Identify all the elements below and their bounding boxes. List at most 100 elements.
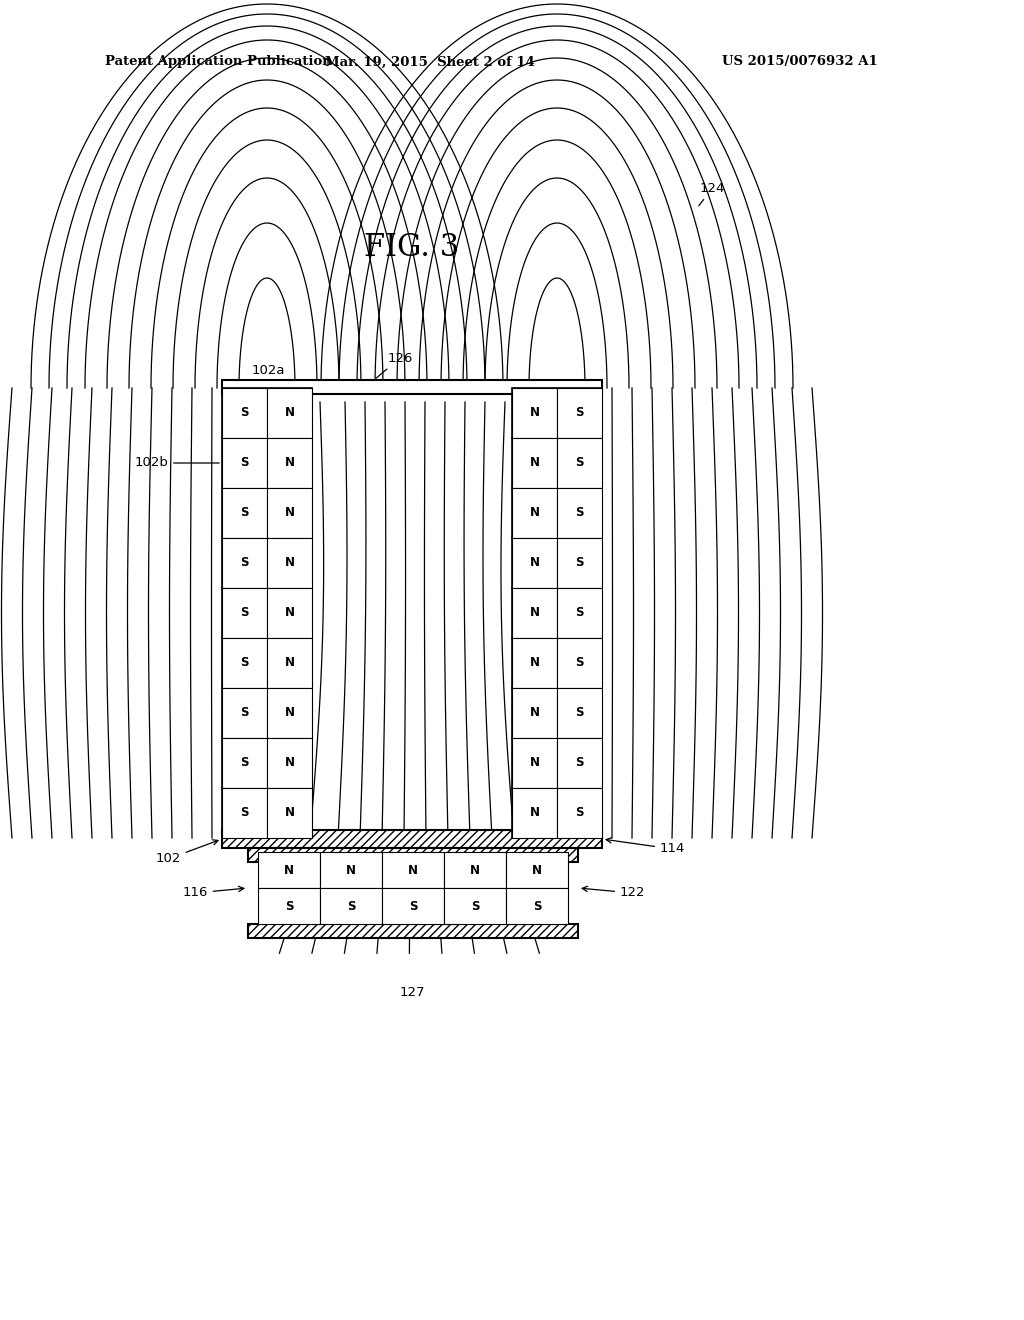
Bar — [557, 738, 602, 788]
Text: 126: 126 — [376, 351, 413, 379]
Bar — [512, 539, 557, 587]
Text: N: N — [529, 457, 540, 470]
Bar — [267, 539, 312, 587]
Text: N: N — [285, 706, 295, 719]
Text: S: S — [241, 557, 249, 569]
Bar — [267, 438, 312, 488]
Text: S: S — [409, 899, 417, 912]
Bar — [557, 788, 602, 838]
Bar — [512, 788, 557, 838]
Bar — [557, 587, 602, 638]
Text: Patent Application Publication: Patent Application Publication — [105, 55, 332, 69]
Bar — [258, 888, 319, 924]
Text: S: S — [241, 407, 249, 420]
Text: N: N — [529, 706, 540, 719]
Bar — [512, 438, 557, 488]
Bar — [222, 488, 267, 539]
Text: N: N — [285, 457, 295, 470]
Text: S: S — [241, 507, 249, 520]
Bar — [248, 924, 578, 939]
Bar — [557, 488, 602, 539]
Text: N: N — [470, 863, 480, 876]
Text: N: N — [529, 656, 540, 669]
Bar — [512, 438, 602, 488]
Bar — [512, 638, 602, 688]
Bar — [506, 851, 568, 888]
Bar — [267, 388, 312, 438]
Text: S: S — [575, 557, 584, 569]
Text: S: S — [575, 457, 584, 470]
Bar — [222, 438, 267, 488]
Text: S: S — [241, 457, 249, 470]
Bar — [319, 888, 382, 924]
Text: 102b: 102b — [134, 457, 219, 470]
Text: S: S — [575, 807, 584, 820]
Bar — [248, 847, 578, 862]
Text: S: S — [241, 656, 249, 669]
Bar — [222, 388, 267, 438]
Text: N: N — [532, 863, 542, 876]
Bar — [222, 388, 312, 438]
Bar — [222, 688, 312, 738]
Bar — [512, 788, 602, 838]
Text: 124: 124 — [698, 181, 725, 206]
Bar — [557, 438, 602, 488]
Bar — [557, 688, 602, 738]
Bar — [512, 638, 557, 688]
Text: S: S — [575, 507, 584, 520]
Text: S: S — [575, 706, 584, 719]
Bar — [267, 688, 312, 738]
Text: S: S — [575, 606, 584, 619]
Text: 114: 114 — [606, 838, 685, 855]
Text: N: N — [285, 557, 295, 569]
Bar — [267, 738, 312, 788]
Text: 102a: 102a — [251, 363, 285, 411]
Text: 127: 127 — [399, 986, 425, 999]
Bar — [512, 738, 557, 788]
Bar — [222, 380, 602, 393]
Bar — [222, 488, 312, 539]
Bar — [444, 851, 506, 888]
Bar — [267, 587, 312, 638]
Text: S: S — [575, 656, 584, 669]
Text: N: N — [529, 756, 540, 770]
Text: S: S — [471, 899, 479, 912]
Text: S: S — [347, 899, 355, 912]
Bar — [506, 888, 568, 924]
Text: N: N — [529, 606, 540, 619]
Bar — [444, 888, 506, 924]
Text: N: N — [285, 507, 295, 520]
Bar — [512, 587, 602, 638]
Text: FIG. 3: FIG. 3 — [365, 232, 460, 264]
Text: N: N — [529, 557, 540, 569]
Bar — [267, 638, 312, 688]
Bar — [512, 587, 557, 638]
Bar — [222, 638, 267, 688]
Bar — [512, 688, 557, 738]
Bar — [512, 539, 602, 587]
Text: US 2015/0076932 A1: US 2015/0076932 A1 — [722, 55, 878, 69]
Bar — [258, 851, 319, 888]
Text: 116: 116 — [182, 886, 244, 899]
Text: N: N — [408, 863, 418, 876]
Bar — [222, 587, 312, 638]
Text: 122: 122 — [583, 886, 645, 899]
Text: S: S — [532, 899, 542, 912]
Bar — [557, 638, 602, 688]
Bar — [222, 539, 267, 587]
Text: N: N — [285, 807, 295, 820]
Text: S: S — [575, 756, 584, 770]
Bar — [222, 830, 602, 847]
Bar — [512, 388, 557, 438]
Text: S: S — [241, 756, 249, 770]
Text: 102: 102 — [156, 840, 218, 866]
Bar — [267, 788, 312, 838]
Bar — [222, 638, 312, 688]
Text: S: S — [575, 407, 584, 420]
Bar — [222, 438, 312, 488]
Text: N: N — [285, 606, 295, 619]
Bar — [512, 488, 557, 539]
Bar — [382, 851, 444, 888]
Bar — [222, 738, 312, 788]
Text: N: N — [285, 656, 295, 669]
